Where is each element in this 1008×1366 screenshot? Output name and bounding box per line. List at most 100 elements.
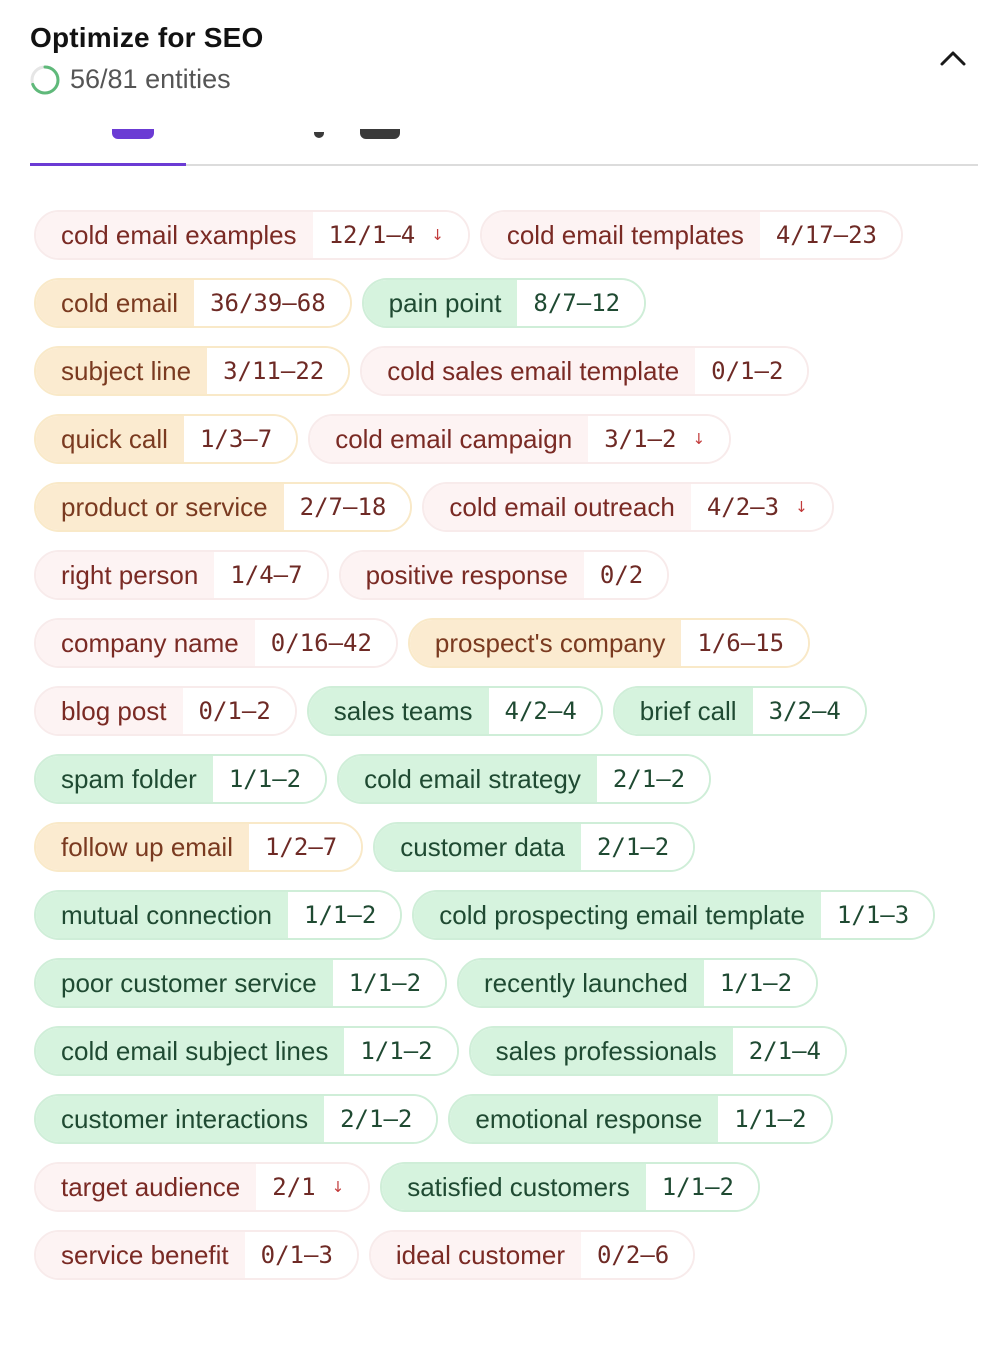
entity-chip[interactable]: ideal customer 0/2–6: [368, 1230, 696, 1280]
entity-chip[interactable]: cold email subject lines 1/1–2: [34, 1026, 459, 1076]
panel-title: Optimize for SEO: [30, 22, 264, 53]
entity-count: 1/1–2: [212, 756, 326, 802]
tab-divider: [30, 164, 978, 166]
entity-name: prospect's company: [409, 620, 682, 666]
entity-count-value: 2/1–2: [612, 765, 686, 793]
tab-active-badge[interactable]: [112, 129, 154, 139]
entity-chip[interactable]: pain point 8/7–12: [361, 278, 647, 328]
entity-count: 2/7–18: [283, 484, 411, 530]
entity-count-value: 1/1–2: [360, 1037, 433, 1065]
entity-count: 1/2–7: [248, 824, 362, 870]
entity-count: 2/1 ↓: [256, 1164, 369, 1210]
entity-chip[interactable]: follow up email 1/2–7: [34, 822, 364, 872]
entity-chip[interactable]: satisfied customers 1/1–2: [380, 1162, 760, 1212]
entity-chip[interactable]: spam folder 1/1–2: [34, 754, 328, 804]
entity-chip[interactable]: right person 1/4–7: [34, 550, 329, 600]
chip-row: spam folder 1/1–2 cold email strategy 2/1–2: [34, 754, 978, 804]
entity-chip[interactable]: product or service 2/7–18: [34, 482, 413, 532]
entity-count: 1/1–2: [288, 892, 401, 938]
entity-count-value: 1/1–2: [348, 969, 422, 997]
entity-name: quick call: [36, 416, 184, 462]
entity-count: 2/1–2: [596, 756, 710, 802]
entity-count-value: 1/1–2: [661, 1173, 734, 1201]
entity-chip[interactable]: prospect's company 1/6–15: [407, 618, 811, 668]
chip-row: quick call 1/3–7 cold email campaign 3/1–2 ↓: [34, 414, 978, 464]
chip-row: target audience 2/1 ↓ satisfied customers 1/…: [34, 1162, 978, 1212]
arrow-down-icon: ↓: [431, 226, 444, 244]
entity-count-value: 1/1–2: [228, 765, 302, 793]
entity-name: company name: [36, 620, 255, 666]
entity-count-value: 4/2–4: [504, 697, 577, 725]
progress-ring-icon: [30, 65, 60, 94]
entity-chip[interactable]: mutual connection 1/1–2: [34, 890, 403, 940]
chip-row: right person 1/4–7 positive response 0/2: [34, 550, 978, 600]
entity-count-value: 2/1–2: [340, 1105, 413, 1133]
entity-count-value: 1/4–7: [230, 561, 303, 589]
entity-chip[interactable]: company name 0/16–42: [34, 618, 398, 668]
entity-chip[interactable]: cold sales email template 0/1–2: [360, 346, 810, 396]
entity-chip[interactable]: cold email templates 4/17–23: [479, 210, 903, 260]
entity-chip[interactable]: blog post 0/1–2: [34, 686, 297, 736]
entity-name: right person: [36, 552, 215, 598]
entity-chip[interactable]: cold email 36/39–68: [34, 278, 352, 328]
entity-chip[interactable]: brief call 3/2–4: [612, 686, 867, 736]
entity-count-value: 3/1–2: [604, 425, 677, 453]
entity-name: blog post: [36, 688, 183, 734]
entity-count: 0/1–2: [695, 348, 808, 394]
entity-chip[interactable]: customer interactions 2/1–2: [34, 1094, 439, 1144]
entity-count-value: 12/1–4: [328, 221, 416, 249]
entity-count: 1/1–2: [718, 1096, 831, 1142]
entity-chip[interactable]: emotional response 1/1–2: [448, 1094, 833, 1144]
entity-count-value: 0/16–42: [270, 629, 372, 657]
entity-chip-list: cold email examples 12/1–4 ↓ cold email tem…: [34, 210, 978, 1366]
entity-chip[interactable]: customer data 2/1–2: [373, 822, 696, 872]
entity-chip[interactable]: subject line 3/11–22: [34, 346, 351, 396]
entity-name: spam folder: [36, 756, 213, 802]
progress-row: 56/81 entities: [30, 64, 978, 95]
entity-chip[interactable]: cold email strategy 2/1–2: [337, 754, 712, 804]
entity-count-value: 3/11–22: [223, 357, 325, 385]
chip-row: follow up email 1/2–7 customer data 2/1–2: [34, 822, 978, 872]
entity-chip[interactable]: recently launched 1/1–2: [457, 958, 819, 1008]
entity-chip[interactable]: poor customer service 1/1–2: [34, 958, 448, 1008]
entity-count: 0/2–6: [580, 1232, 694, 1278]
chip-row: cold email examples 12/1–4 ↓ cold email tem…: [34, 210, 978, 260]
arrow-down-icon: ↓: [331, 1178, 345, 1196]
arrow-down-icon: ↓: [692, 430, 706, 448]
entity-name: pain point: [363, 280, 518, 326]
entity-name: cold email templates: [481, 212, 760, 258]
entity-count-value: 1/1–3: [836, 901, 910, 929]
entity-name: ideal customer: [370, 1232, 581, 1278]
entity-chip[interactable]: target audience 2/1 ↓: [34, 1162, 371, 1212]
chevron-up-icon[interactable]: [938, 46, 968, 70]
entity-chip[interactable]: sales professionals 2/1–4: [468, 1026, 847, 1076]
entity-count: 1/6–15: [681, 620, 809, 666]
active-tab-underline: [30, 163, 186, 166]
entity-count: 2/1–2: [324, 1096, 437, 1142]
entity-count-value: 0/1–2: [198, 697, 271, 725]
entity-name: positive response: [340, 552, 584, 598]
entity-count: 2/1–4: [732, 1028, 845, 1074]
arrow-down-icon: ↓: [795, 498, 808, 516]
chip-row: poor customer service 1/1–2 recently launc…: [34, 958, 978, 1008]
entity-name: cold email: [36, 280, 195, 326]
entity-chip[interactable]: quick call 1/3–7: [34, 414, 299, 464]
entity-chip[interactable]: cold email examples 12/1–4 ↓: [34, 210, 470, 260]
entity-chip[interactable]: positive response 0/2: [338, 550, 670, 600]
entity-name: cold email examples: [36, 212, 313, 258]
entity-count: 0/16–42: [254, 620, 396, 666]
entity-name: recently launched: [459, 960, 704, 1006]
entity-count-value: 2/1–4: [748, 1037, 821, 1065]
entity-chip[interactable]: service benefit 0/1–3: [34, 1230, 359, 1280]
entity-count: 0/1–2: [182, 688, 295, 734]
entity-count-value: 3/2–4: [768, 697, 841, 725]
entity-count: 1/1–2: [645, 1164, 758, 1210]
entity-name: cold sales email template: [362, 348, 696, 394]
entity-chip[interactable]: cold email outreach 4/2–3 ↓: [422, 482, 834, 532]
entity-chip[interactable]: cold prospecting email template 1/1–3: [412, 890, 936, 940]
entity-count: 3/2–4: [752, 688, 865, 734]
tab-badge[interactable]: [360, 129, 400, 139]
entity-name: emotional response: [450, 1096, 719, 1142]
entity-chip[interactable]: cold email campaign 3/1–2 ↓: [308, 414, 732, 464]
entity-chip[interactable]: sales teams 4/2–4: [306, 686, 603, 736]
